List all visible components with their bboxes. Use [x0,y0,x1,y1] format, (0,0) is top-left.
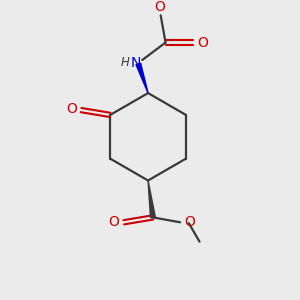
Text: O: O [66,102,77,116]
Text: O: O [154,0,165,14]
Polygon shape [148,181,155,218]
Text: H: H [120,56,129,69]
Text: O: O [109,215,119,229]
Polygon shape [136,63,148,93]
Text: O: O [184,215,195,229]
Text: N: N [130,56,141,70]
Text: O: O [197,35,208,50]
